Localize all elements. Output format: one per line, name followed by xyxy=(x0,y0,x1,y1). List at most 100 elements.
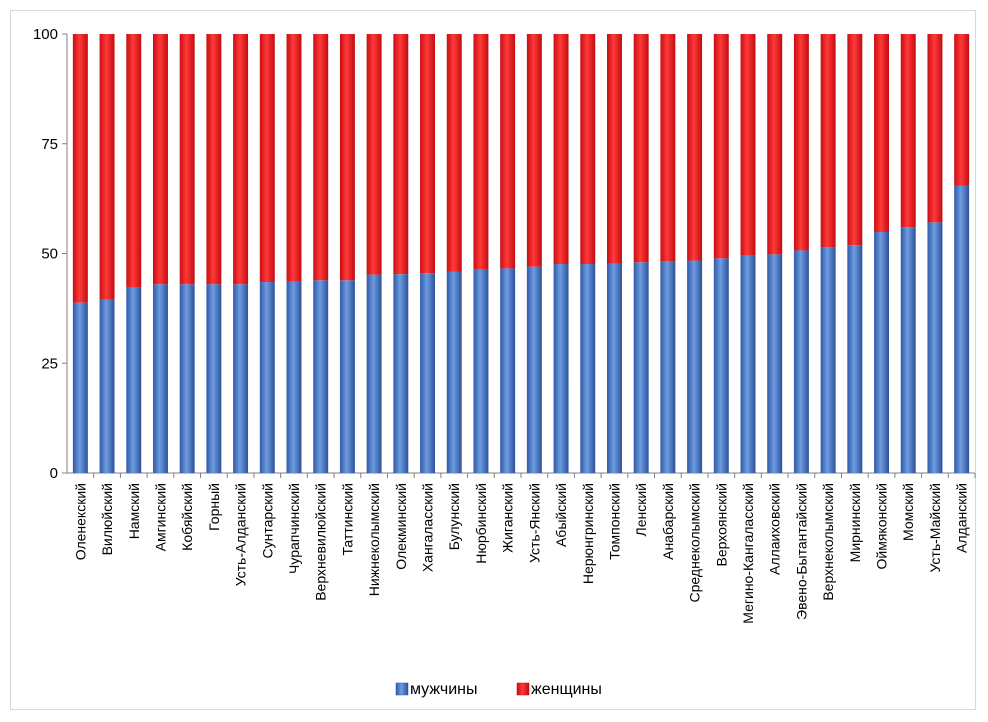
y-tick-label: 50 xyxy=(41,246,58,263)
bar-segment-female xyxy=(606,34,622,264)
bar-segment-male xyxy=(152,284,168,473)
bar-segment-male xyxy=(500,268,516,473)
x-category-label: Ленский xyxy=(633,483,649,536)
bar-segment-male xyxy=(179,284,195,473)
x-category-label: Жиганский xyxy=(500,483,516,553)
legend: мужчины женщины xyxy=(395,681,602,698)
bar-segment-male xyxy=(687,260,703,473)
bar-segment-female xyxy=(927,34,943,223)
bar-segment-female xyxy=(553,34,569,265)
x-category-label: Мирнинский xyxy=(847,483,863,562)
bar-segment-female xyxy=(393,34,409,275)
y-tick-label: 75 xyxy=(41,136,58,153)
bar-segment-male xyxy=(286,281,302,473)
axes xyxy=(62,33,976,478)
bar-segment-female xyxy=(313,34,329,281)
bar-segment-male xyxy=(233,284,249,473)
bar-segment-female xyxy=(366,34,382,275)
x-tick-labels: Оленекский Вилюйский Намский Амгинский Кобяй… xyxy=(72,483,969,624)
bar-segment-female xyxy=(206,34,222,285)
bar-segment-male xyxy=(553,264,569,473)
bar-segment-male xyxy=(874,231,890,473)
x-category-label: Намский xyxy=(126,483,142,539)
x-category-label: Абыйский xyxy=(553,483,569,547)
x-category-label: Чурапчинский xyxy=(286,483,302,574)
bar-segment-male xyxy=(820,247,836,473)
bar-segment-female xyxy=(767,34,783,255)
bar-segment-female xyxy=(420,34,436,274)
bar-segment-male xyxy=(126,287,142,473)
legend-item-female-label: женщины xyxy=(531,681,602,698)
x-category-label: Верхоянский xyxy=(713,483,729,566)
y-tick-label: 0 xyxy=(50,465,58,482)
x-category-label: Нюрбинский xyxy=(473,483,489,564)
x-category-label: Хангаласский xyxy=(420,483,436,572)
legend-item-female-swatch xyxy=(516,682,530,696)
bar-segment-male xyxy=(713,258,729,473)
bar-segment-female xyxy=(500,34,516,269)
y-tick-label: 25 xyxy=(41,355,58,372)
bar-segment-female xyxy=(99,34,115,300)
bar-segment-female xyxy=(687,34,703,261)
x-category-label: Вилюйский xyxy=(99,483,115,555)
x-category-label: Аллаиховский xyxy=(767,483,783,575)
bar-segment-male xyxy=(72,302,88,473)
bar-segment-male xyxy=(393,274,409,473)
bar-segment-male xyxy=(420,273,436,473)
bar-segment-male xyxy=(847,245,863,473)
bar-segment-male xyxy=(206,284,222,473)
x-category-label: Усть-Алданский xyxy=(233,483,249,586)
x-category-label: Верхнеколымский xyxy=(820,483,836,601)
bar-segment-male xyxy=(366,274,382,473)
bar-segment-male xyxy=(99,299,115,473)
chart-frame xyxy=(10,10,976,710)
bar-segment-female xyxy=(233,34,249,285)
bar-segment-male xyxy=(580,264,596,473)
x-category-label: Эвено-Бытантайский xyxy=(793,483,809,620)
bar-segment-male xyxy=(473,269,489,473)
bar-segment-female xyxy=(179,34,195,285)
bar-segment-female xyxy=(900,34,916,228)
bars-group xyxy=(72,34,970,474)
x-category-label: Нерюнгринский xyxy=(580,483,596,584)
bar-segment-male xyxy=(526,266,542,473)
x-category-label: Усть-Янский xyxy=(526,483,542,563)
bar-segment-female xyxy=(740,34,756,256)
x-category-label: Среднеколымский xyxy=(687,483,703,602)
bar-segment-male xyxy=(660,261,676,473)
legend-item-male-swatch xyxy=(395,682,409,696)
y-tick-label: 100 xyxy=(33,26,58,43)
bar-segment-male xyxy=(954,185,970,474)
bar-segment-female xyxy=(713,34,729,259)
bar-segment-male xyxy=(767,254,783,473)
x-category-label: Нижнеколымский xyxy=(366,483,382,596)
bar-segment-female xyxy=(473,34,489,270)
bar-segment-male xyxy=(313,280,329,473)
bar-segment-female xyxy=(954,34,970,186)
x-category-label: Анабарский xyxy=(660,483,676,560)
bar-segment-female xyxy=(660,34,676,262)
x-category-label: Верхневилюйский xyxy=(313,483,329,601)
bar-segment-male xyxy=(900,227,916,473)
x-category-label: Таттинский xyxy=(339,483,355,556)
x-category-label: Булунский xyxy=(446,483,462,550)
x-category-label: Олекминский xyxy=(393,483,409,570)
bar-segment-male xyxy=(446,271,462,473)
bar-segment-female xyxy=(339,34,355,281)
bar-segment-female xyxy=(526,34,542,267)
bar-segment-male xyxy=(606,263,622,473)
bar-segment-female xyxy=(580,34,596,265)
y-tick-labels: 0 25 50 75 100 xyxy=(33,26,58,482)
bar-segment-female xyxy=(847,34,863,246)
bar-segment-male xyxy=(740,255,756,473)
bar-segment-male xyxy=(633,262,649,473)
bar-segment-male xyxy=(927,222,943,473)
x-category-label: Оленекский xyxy=(72,483,88,560)
bar-segment-male xyxy=(339,280,355,473)
x-category-label: Усть-Майский xyxy=(927,483,943,573)
bar-segment-female xyxy=(793,34,809,251)
x-category-label: Сунтарский xyxy=(259,483,275,558)
bar-segment-female xyxy=(126,34,142,288)
bar-segment-female xyxy=(820,34,836,248)
